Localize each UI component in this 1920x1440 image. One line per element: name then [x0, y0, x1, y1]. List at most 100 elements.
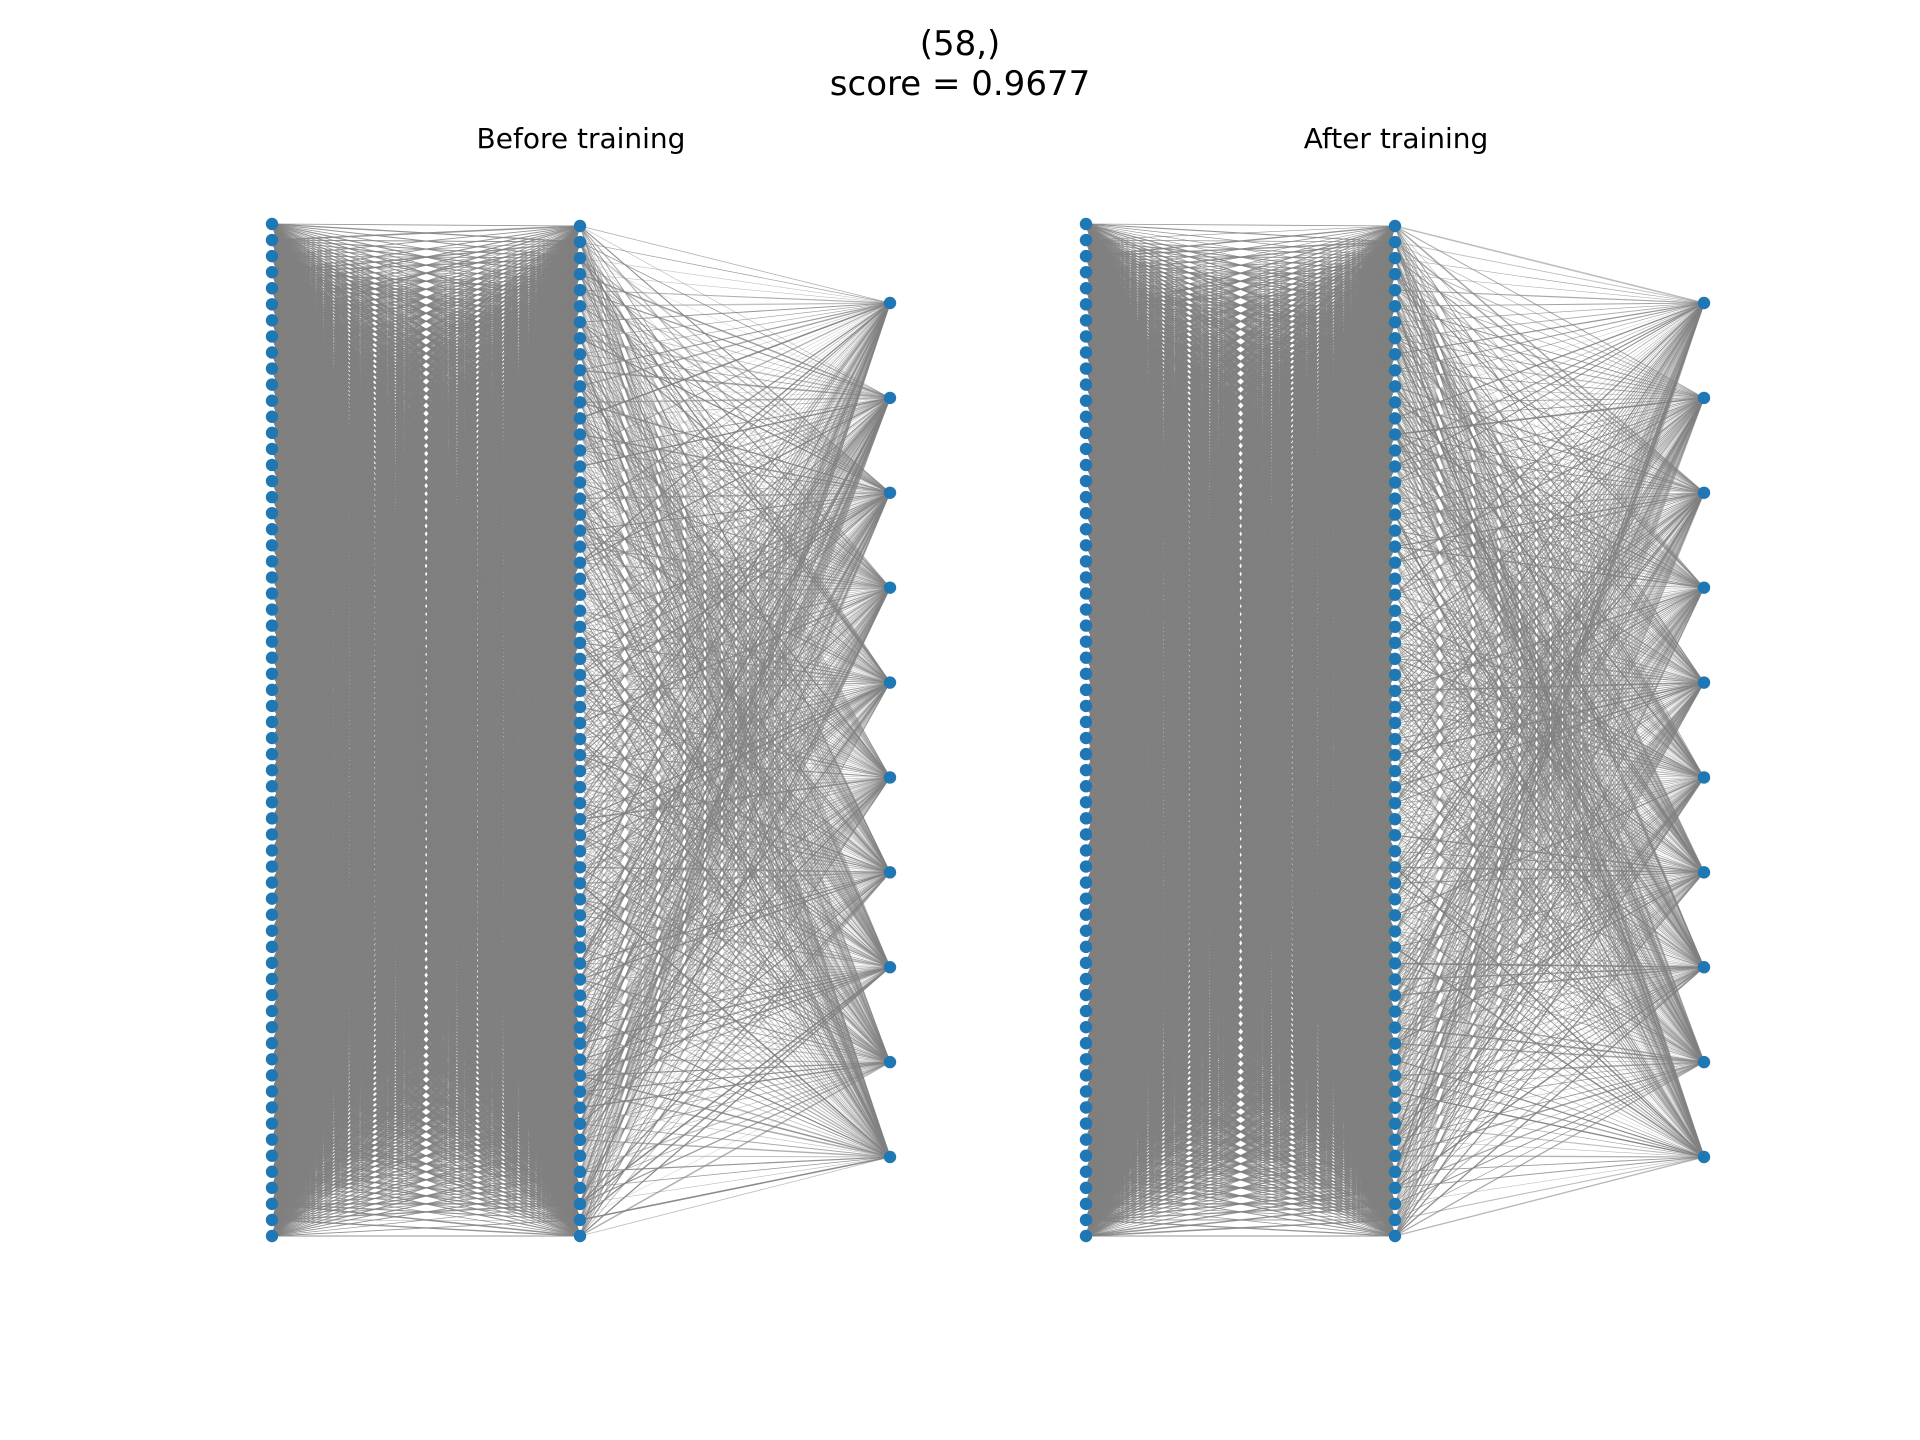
hidden-node	[573, 732, 587, 746]
output-node	[883, 1150, 897, 1164]
edge	[271, 225, 581, 498]
input-node	[265, 506, 279, 520]
output-node	[883, 1055, 897, 1069]
input-node	[265, 892, 279, 905]
edge	[271, 225, 581, 289]
input-node	[265, 844, 279, 857]
hidden-node	[573, 524, 587, 537]
input-node	[265, 458, 279, 472]
hidden-node	[573, 845, 587, 858]
hidden-node	[573, 620, 587, 633]
hidden-node	[573, 219, 587, 233]
input-node	[265, 282, 279, 295]
output-node	[883, 866, 897, 879]
input-node	[265, 571, 279, 584]
input-node	[265, 1149, 279, 1162]
edge	[271, 225, 581, 691]
edge	[271, 225, 581, 450]
input-node	[265, 298, 279, 311]
input-node	[265, 1037, 279, 1050]
hidden-node	[573, 812, 587, 826]
edge	[271, 225, 581, 643]
input-node	[265, 587, 279, 600]
output-node	[883, 771, 897, 784]
hidden-node	[573, 668, 587, 682]
input-node	[265, 1101, 279, 1114]
hidden-node	[573, 332, 587, 345]
hidden-node	[573, 1021, 587, 1034]
input-node	[265, 828, 279, 841]
hidden-node	[573, 861, 587, 874]
input-node	[265, 876, 279, 889]
edge	[579, 1156, 891, 1173]
edge	[271, 225, 581, 466]
hidden-node	[573, 476, 587, 489]
hidden-node	[573, 636, 587, 650]
hidden-node	[573, 957, 587, 970]
input-node	[265, 523, 279, 536]
edge	[271, 225, 581, 386]
hidden-node	[573, 556, 587, 569]
input-node	[265, 394, 279, 407]
panel-before-training	[265, 217, 897, 1243]
edge	[271, 225, 581, 257]
panel-title-before: Before training	[476, 122, 686, 155]
edge	[271, 225, 581, 659]
edge	[271, 223, 581, 227]
hidden-node	[573, 1213, 587, 1227]
edge	[271, 225, 581, 337]
edge	[271, 225, 581, 305]
hidden-node	[573, 1037, 587, 1050]
hidden-node	[573, 588, 587, 601]
edge	[579, 225, 891, 304]
edge	[579, 273, 891, 304]
hidden-node	[573, 235, 587, 249]
edge	[579, 225, 891, 399]
panel-after-training	[1079, 217, 1711, 1243]
input-node	[265, 346, 279, 359]
edge	[271, 225, 581, 241]
input-node	[265, 1229, 279, 1243]
hidden-node	[573, 652, 587, 666]
hidden-node	[573, 700, 587, 714]
input-node	[265, 715, 279, 729]
input-node	[265, 780, 279, 793]
input-node	[265, 490, 279, 504]
input-node	[265, 731, 279, 745]
input-node	[265, 619, 279, 632]
hidden-node	[573, 796, 587, 810]
edges-input-to-hidden	[1085, 223, 1396, 1237]
input-node	[265, 763, 279, 777]
input-node	[265, 699, 279, 713]
hidden-node	[573, 1085, 587, 1098]
hidden-node	[573, 299, 587, 313]
hidden-node	[573, 283, 587, 297]
output-node	[883, 961, 897, 974]
hidden-node	[573, 492, 587, 505]
input-node	[265, 378, 279, 391]
edge	[271, 225, 581, 594]
input-node	[265, 362, 279, 375]
hidden-node	[573, 364, 587, 377]
edge	[271, 225, 581, 707]
hidden-node	[573, 1117, 587, 1130]
input-node	[265, 233, 279, 247]
edge	[271, 225, 581, 273]
hidden-node	[573, 380, 587, 393]
edge	[271, 225, 581, 369]
edge	[271, 225, 581, 546]
hidden-node	[573, 941, 587, 954]
hidden-node	[573, 684, 587, 698]
panel-title-after: After training	[1303, 122, 1489, 155]
input-node	[265, 1085, 279, 1098]
input-node	[265, 426, 279, 440]
hidden-node	[573, 348, 587, 361]
hidden-node	[573, 444, 587, 457]
input-node	[265, 1213, 279, 1227]
input-node	[265, 1181, 279, 1195]
output-node	[883, 581, 897, 594]
input-node	[265, 1069, 279, 1082]
hidden-node	[573, 396, 587, 409]
edge	[1085, 223, 1396, 227]
input-node	[265, 265, 279, 279]
